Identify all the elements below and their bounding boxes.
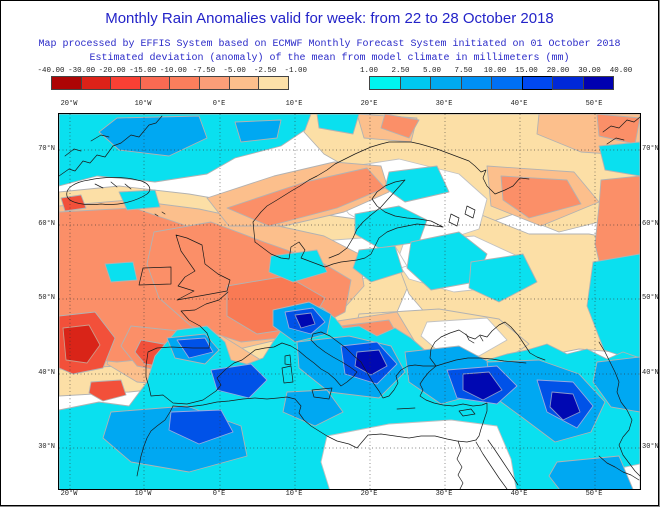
legend-tick-label: 2.50	[391, 67, 410, 75]
lat-label-left: 40°N	[38, 369, 55, 377]
lon-label-bottom: 0°E	[212, 490, 226, 498]
legend-tick-label: -40.00	[37, 67, 65, 75]
legend-cell	[460, 76, 492, 90]
legend-cell	[369, 76, 401, 90]
subtitle-units-info: Estimated deviation (anomaly) of the mea…	[89, 53, 570, 64]
lat-label-right: 60°N	[642, 220, 659, 228]
legend-tick-label: 20.00	[546, 67, 570, 75]
legend-tick-label: 1.00	[359, 67, 379, 75]
subtitle-processing-info: Map processed by EFFIS System based on E…	[38, 39, 621, 50]
lon-label-top: 30°E	[435, 100, 453, 108]
lat-label-left: 30°N	[38, 443, 55, 451]
lon-label-bottom: 10°W	[134, 490, 152, 498]
lon-label-top: 10°E	[285, 100, 303, 108]
legend-negative-colorbar: -40.00 -30.00 -20.00 -15.00 -10.00 -7.50 -5.00…	[37, 67, 307, 90]
legend-cell	[228, 76, 260, 90]
legend-cell	[521, 76, 553, 90]
graticule-gridlines	[59, 114, 640, 489]
legend-tick-label: 40.00	[609, 67, 633, 75]
legend-positive-colorbar: 1.00 2.50 5.00 7.50 10.00 15.00 20.00 30.00 40.0…	[360, 67, 632, 90]
legend-tick-label: -10.00	[159, 67, 187, 75]
lon-label-top: 50°E	[585, 100, 603, 108]
lat-label-right: 40°N	[642, 369, 659, 377]
legend-tick-label: -15.00	[129, 67, 157, 75]
legend-cells	[369, 76, 621, 90]
legend-cell	[169, 76, 200, 90]
lon-label-bottom: 10°E	[285, 490, 303, 498]
legend-tick-label: 30.00	[578, 67, 601, 75]
legend-tick-label: -2.50	[253, 67, 277, 75]
lon-label-bottom: 50°E	[585, 490, 603, 498]
legend-tick-label: -1.00	[284, 67, 308, 75]
map-svg	[59, 114, 640, 489]
lon-label-top: 0°E	[212, 100, 226, 108]
legend-tick-label: -30.00	[68, 67, 96, 75]
map-frame	[58, 113, 641, 490]
legend-cell	[80, 76, 112, 90]
legend-cell	[198, 76, 230, 90]
lon-label-top: 40°E	[510, 100, 528, 108]
lat-label-left: 50°N	[38, 294, 55, 302]
lat-label-left: 60°N	[38, 220, 55, 228]
lat-label-left: 70°N	[38, 145, 55, 153]
legend-tick-label: -7.50	[192, 67, 216, 75]
lon-label-top: 10°W	[134, 100, 152, 108]
page-title: Monthly Rain Anomalies valid for week: f…	[105, 10, 554, 27]
legend-cell	[430, 76, 462, 90]
lon-label-bottom: 30°E	[435, 490, 453, 498]
legend-cell	[491, 76, 523, 90]
lon-label-bottom: 20°W	[60, 490, 78, 498]
coastlines	[59, 115, 640, 489]
lon-label-bottom: 20°E	[360, 490, 378, 498]
lon-label-bottom: 40°E	[510, 490, 528, 498]
legend-cell	[110, 76, 141, 90]
legend-tick-label: -5.00	[223, 67, 246, 75]
legend-tick-label: 5.00	[422, 67, 442, 75]
lon-label-top: 20°W	[60, 100, 78, 108]
legend-tick-label: 15.00	[515, 67, 538, 75]
legend-cells	[51, 76, 296, 90]
legend-tick-label: -20.00	[98, 67, 126, 75]
lon-label-top: 20°E	[360, 100, 378, 108]
legend-tick-label: 10.00	[483, 67, 507, 75]
lat-label-right: 30°N	[642, 443, 659, 451]
lat-label-right: 70°N	[642, 145, 659, 153]
lat-label-right: 50°N	[642, 294, 659, 302]
legend-cell	[139, 76, 171, 90]
legend-cell	[258, 76, 289, 90]
legend-cell	[552, 76, 584, 90]
legend-cell	[399, 76, 431, 90]
legend-cell	[51, 76, 82, 90]
anomaly-regions-positive	[59, 114, 640, 489]
legend-tick-label: 7.50	[454, 67, 473, 75]
legend-cell	[582, 76, 614, 90]
